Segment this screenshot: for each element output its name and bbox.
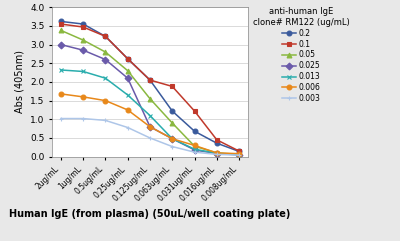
0.003 (170, 145, 175, 148)
0.006 (192, 144, 197, 147)
0.2 (214, 142, 219, 145)
0.025 (148, 125, 152, 128)
0.006 (103, 99, 108, 102)
0.025 (170, 137, 175, 140)
0.013 (103, 77, 108, 80)
0.1 (81, 26, 86, 28)
Line: 0.05: 0.05 (58, 28, 242, 157)
0.006 (237, 152, 242, 155)
0.1 (192, 110, 197, 113)
Line: 0.003: 0.003 (58, 116, 242, 158)
0.2 (125, 57, 130, 60)
0.013 (192, 148, 197, 151)
0.05 (170, 122, 175, 125)
0.025 (58, 43, 63, 46)
0.1 (214, 138, 219, 141)
0.003 (192, 151, 197, 154)
0.025 (81, 49, 86, 52)
0.013 (58, 68, 63, 71)
0.003 (58, 117, 63, 120)
Line: 0.013: 0.013 (58, 67, 242, 157)
0.013 (214, 152, 219, 155)
Line: 0.2: 0.2 (58, 19, 242, 154)
0.006 (58, 93, 63, 95)
0.1 (58, 23, 63, 26)
0.006 (214, 152, 219, 154)
0.05 (103, 51, 108, 54)
0.05 (192, 145, 197, 148)
0.05 (81, 39, 86, 41)
0.003 (237, 154, 242, 157)
0.025 (125, 77, 130, 80)
0.1 (237, 150, 242, 153)
0.1 (170, 85, 175, 88)
0.2 (81, 23, 86, 26)
0.2 (170, 110, 175, 113)
0.2 (148, 79, 152, 81)
0.006 (125, 108, 130, 111)
0.013 (125, 94, 130, 96)
0.025 (214, 152, 219, 155)
0.003 (125, 126, 130, 129)
0.003 (214, 153, 219, 156)
0.05 (237, 153, 242, 156)
0.013 (170, 137, 175, 140)
Y-axis label: Abs (405nm): Abs (405nm) (14, 50, 24, 114)
0.013 (148, 114, 152, 117)
0.05 (214, 152, 219, 154)
0.2 (192, 130, 197, 133)
0.003 (148, 136, 152, 139)
Legend: 0.2, 0.1, 0.05, 0.025, 0.013, 0.006, 0.003: 0.2, 0.1, 0.05, 0.025, 0.013, 0.006, 0.0… (250, 4, 353, 106)
X-axis label: Human IgE (from plasma) (50uL/well coating plate): Human IgE (from plasma) (50uL/well coati… (9, 209, 291, 219)
0.2 (237, 150, 242, 153)
0.1 (103, 35, 108, 38)
0.013 (81, 70, 86, 73)
0.1 (125, 57, 130, 60)
Line: 0.025: 0.025 (58, 42, 242, 157)
0.025 (192, 148, 197, 151)
0.006 (148, 125, 152, 128)
0.006 (81, 95, 86, 98)
0.05 (58, 29, 63, 32)
0.003 (103, 119, 108, 122)
0.2 (58, 20, 63, 23)
0.025 (103, 58, 108, 61)
0.05 (125, 69, 130, 72)
0.003 (81, 117, 86, 120)
0.013 (237, 153, 242, 156)
0.1 (148, 79, 152, 81)
0.2 (103, 35, 108, 38)
0.006 (170, 137, 175, 140)
Line: 0.006: 0.006 (58, 92, 242, 156)
0.05 (148, 97, 152, 100)
Line: 0.1: 0.1 (58, 22, 242, 154)
0.025 (237, 153, 242, 156)
